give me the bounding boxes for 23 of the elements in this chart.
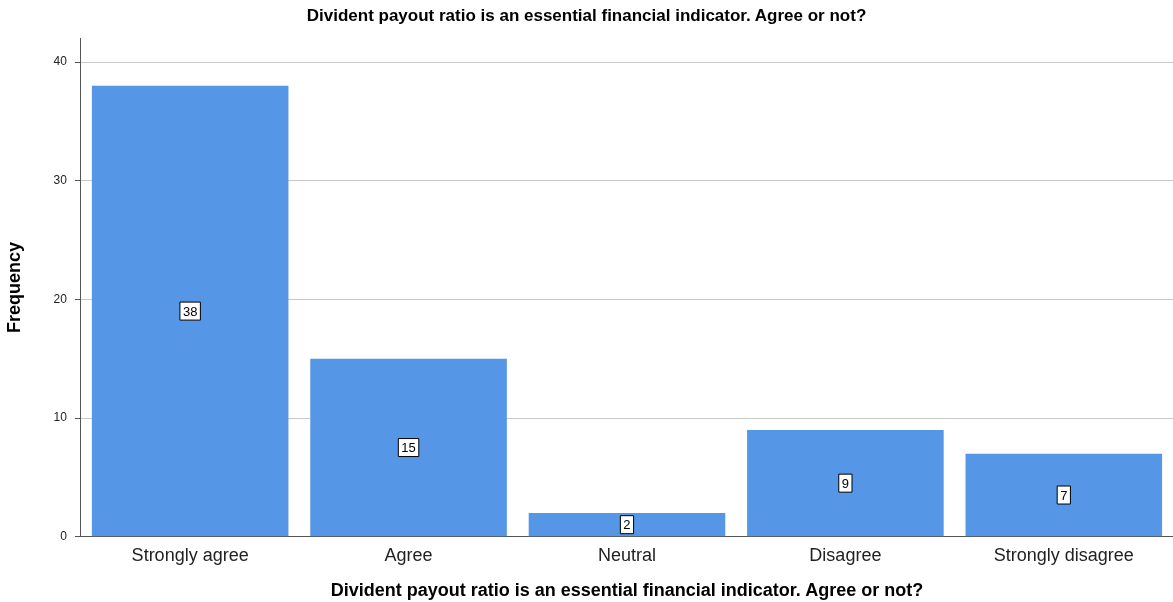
y-tick-label: 0	[60, 529, 68, 544]
chart-title: Divident payout ratio is an essential financial indicator. Agree or not?	[306, 5, 867, 25]
data-label: 15	[401, 440, 416, 456]
y-axis-title: Frequency	[3, 242, 24, 334]
x-tick-label: Agree	[384, 544, 433, 565]
y-tick-label: 20	[53, 291, 68, 306]
bar	[91, 85, 289, 537]
bar	[747, 430, 944, 537]
x-axis-title: Divident payout ratio is an essential financial indicator. Agree or not?	[330, 580, 924, 601]
bar	[528, 513, 726, 537]
y-tick-label: 40	[53, 54, 68, 69]
data-label: 2	[623, 517, 631, 533]
bar	[965, 453, 1163, 537]
x-tick-label: Disagree	[809, 544, 882, 565]
x-tick-label: Strongly disagree	[993, 544, 1134, 565]
x-tick-label: Neutral	[597, 544, 656, 565]
data-label: 38	[182, 303, 198, 319]
bar	[310, 358, 507, 537]
y-tick-label: 30	[53, 173, 68, 188]
data-label: 9	[841, 475, 849, 491]
data-label: 7	[1060, 487, 1068, 503]
x-tick-label: Strongly agree	[131, 544, 249, 565]
y-tick-label: 10	[53, 410, 68, 425]
